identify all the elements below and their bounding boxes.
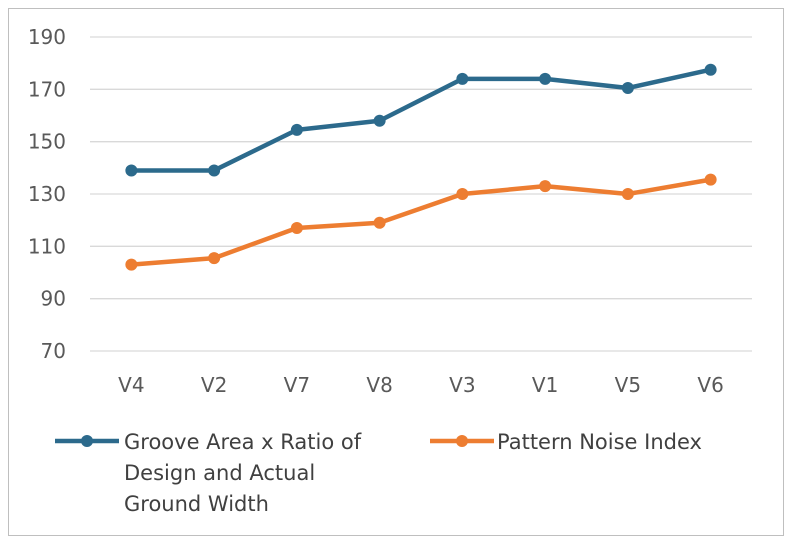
data-point [373, 216, 386, 229]
x-tick-label: V8 [366, 373, 392, 397]
legend: Groove Area x Ratio of Design and Actual G… [55, 430, 702, 516]
data-point [290, 222, 303, 235]
data-point [125, 258, 138, 271]
data-point [456, 188, 469, 200]
y-tick-label: 150 [28, 130, 66, 154]
data-point [539, 72, 552, 85]
y-tick-label: 90 [41, 287, 66, 311]
series-line-1 [129, 67, 713, 173]
legend-label: Groove Area x Ratio of [124, 430, 362, 454]
gridlines [90, 36, 752, 352]
legend-swatch-marker [456, 435, 468, 447]
x-tick-label: V4 [118, 373, 144, 397]
data-point [621, 82, 634, 95]
legend-label: Pattern Noise Index [497, 430, 702, 454]
x-tick-label: V7 [284, 373, 310, 397]
y-tick-label: 70 [41, 339, 66, 363]
legend-swatch-marker [81, 435, 93, 447]
series-line-2 [129, 177, 713, 267]
data-point [125, 164, 138, 177]
y-tick-label: 190 [28, 25, 66, 49]
data-point [290, 123, 303, 136]
x-tick-label: V6 [697, 373, 723, 397]
data-point [621, 188, 634, 200]
x-tick-label: V5 [615, 373, 641, 397]
x-tick-label: V1 [532, 373, 558, 397]
data-point [208, 252, 221, 265]
legend-label: Ground Width [124, 492, 269, 516]
data-point [208, 164, 221, 177]
data-point [456, 72, 469, 85]
legend-label: Design and Actual [124, 461, 315, 485]
x-axis: V4 V2 V7 V8 V3 V1 V5 V6 [118, 373, 724, 397]
data-point [704, 63, 717, 76]
y-tick-label: 110 [28, 234, 66, 258]
data-point [539, 180, 552, 193]
y-tick-label: 170 [28, 77, 66, 101]
data-point [373, 114, 386, 127]
y-tick-label: 130 [28, 182, 66, 206]
y-axis: 70 90 110 130 150 170 190 [28, 25, 66, 363]
series-group [125, 63, 717, 271]
chart-frame [8, 8, 784, 536]
data-point [704, 173, 717, 186]
x-tick-label: V3 [449, 373, 475, 397]
x-tick-label: V2 [201, 373, 227, 397]
